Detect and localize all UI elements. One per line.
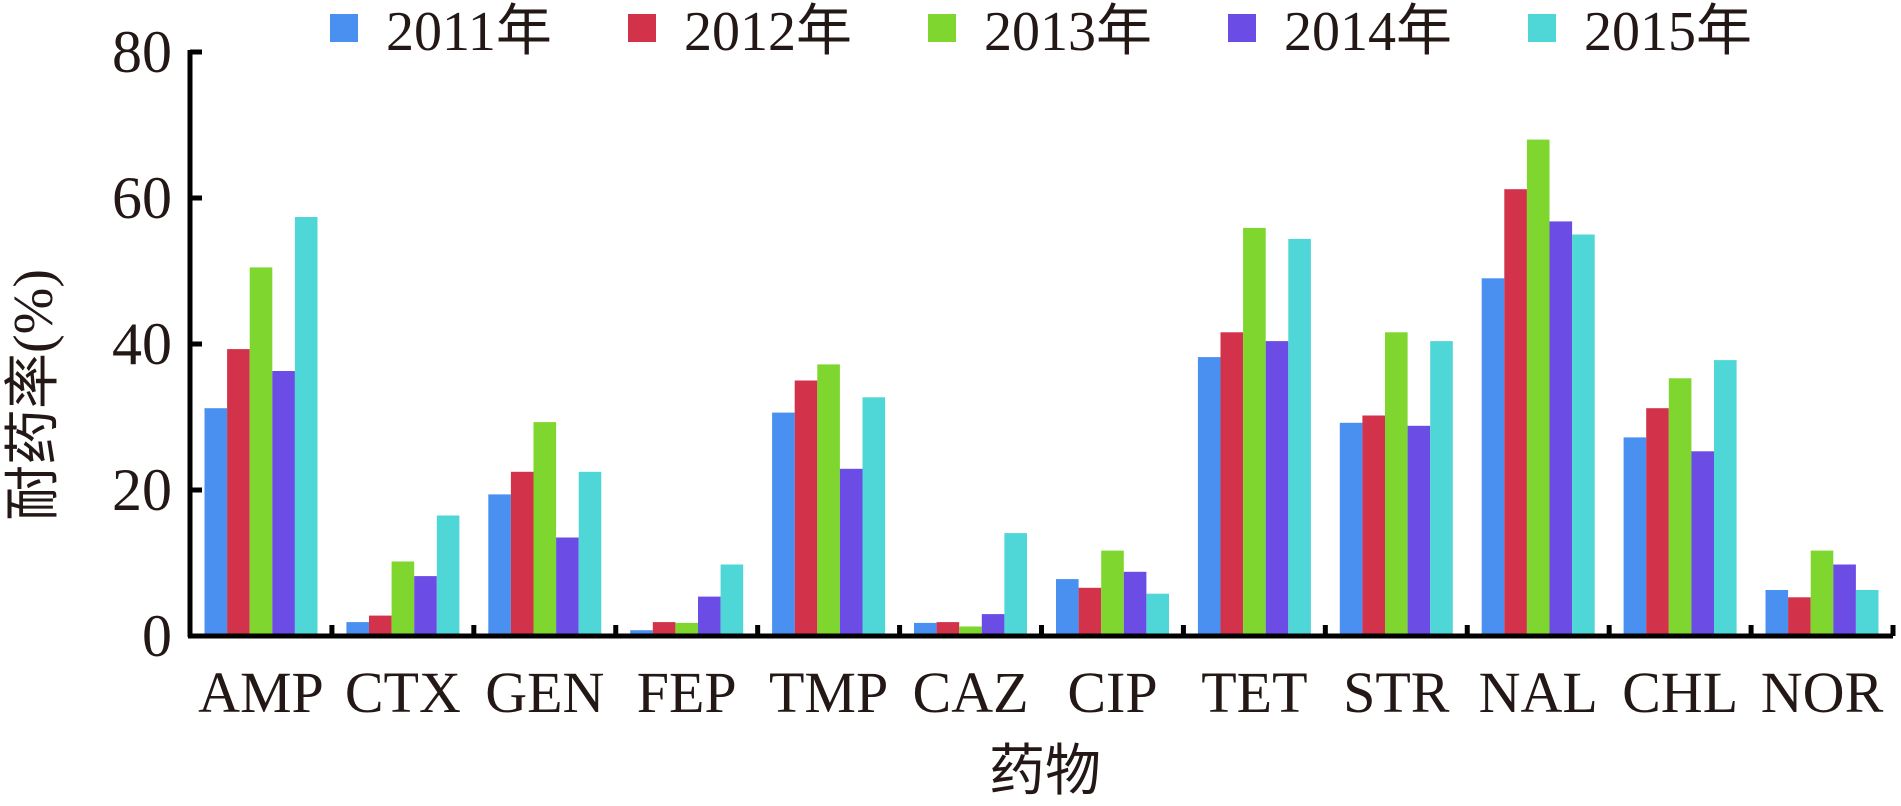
bar-amp-5	[294, 217, 318, 636]
bar-caz-4	[981, 614, 1005, 636]
bar-tet-1	[1197, 357, 1221, 636]
bar-chl-3	[1668, 378, 1692, 636]
bar-gen-5	[578, 471, 602, 637]
bar-str-1	[1339, 422, 1363, 636]
bar-str-2	[1362, 415, 1385, 636]
bar-amp-4	[272, 371, 295, 636]
x-tick-label-amp: AMP	[198, 660, 324, 725]
bar-nal-3	[1526, 139, 1550, 636]
bar-str-4	[1407, 425, 1431, 636]
bar-gen-4	[556, 537, 579, 636]
x-axis-title: 药物	[989, 741, 1101, 801]
bar-fep-2	[652, 622, 676, 636]
legend-label-5: 2015年	[1584, 1, 1752, 63]
y-tick-label: 60	[112, 165, 172, 231]
bar-ctx-1	[346, 622, 369, 636]
y-tick-label: 40	[112, 311, 172, 377]
y-tick-label: 80	[112, 19, 172, 85]
bar-caz-5	[1004, 533, 1027, 636]
y-axis-title: 耐药率(%)	[3, 269, 65, 521]
bar-str-5	[1430, 341, 1453, 636]
legend-label-1: 2011年	[386, 1, 552, 63]
x-tick-label-caz: CAZ	[913, 660, 1029, 725]
bar-caz-1	[914, 622, 937, 636]
bar-cip-4	[1123, 571, 1147, 636]
bar-caz-3	[959, 626, 982, 636]
bar-nal-1	[1481, 278, 1505, 636]
legend-swatch-1	[330, 14, 358, 42]
bar-nor-1	[1765, 590, 1789, 636]
bar-chl-4	[1691, 451, 1714, 636]
bars-group	[204, 139, 1879, 637]
legend: 2011年 2012年 2013年 2014年 2015年	[330, 1, 1752, 63]
x-tick-label-tet: TET	[1201, 660, 1307, 725]
bar-chl-5	[1714, 360, 1737, 636]
legend-label-4: 2014年	[1284, 1, 1452, 63]
bar-tet-5	[1288, 238, 1311, 636]
bar-ctx-2	[369, 615, 392, 636]
x-tick-label-str: STR	[1343, 660, 1450, 725]
legend-swatch-5	[1528, 14, 1556, 42]
bar-fep-5	[720, 564, 744, 636]
bar-tmp-5	[862, 397, 886, 636]
legend-label-3: 2013年	[984, 1, 1152, 63]
bar-nal-2	[1504, 189, 1527, 636]
axes-group: 0 20 40 60 80 AMP CTX GEN FEP TMP CAZ CIP TET STR NAL C…	[112, 19, 1896, 725]
bar-chl-2	[1646, 408, 1669, 636]
bar-cip-3	[1101, 550, 1124, 636]
bar-ctx-3	[391, 561, 415, 636]
bar-gen-1	[488, 494, 511, 636]
bar-nor-3	[1810, 550, 1834, 636]
bar-amp-1	[204, 408, 228, 636]
bar-ctx-5	[436, 515, 460, 636]
x-tick-label-nor: NOR	[1761, 660, 1884, 725]
bar-ctx-4	[414, 576, 437, 636]
bar-chl-1	[1623, 437, 1647, 636]
bar-cip-2	[1078, 587, 1102, 636]
bar-caz-2	[936, 622, 960, 636]
bar-nor-2	[1788, 597, 1811, 636]
bar-nal-5	[1572, 234, 1595, 636]
bar-tet-2	[1220, 332, 1244, 636]
bar-tmp-1	[772, 412, 795, 636]
x-tick-label-fep: FEP	[637, 660, 737, 725]
x-tick-label-cip: CIP	[1067, 660, 1157, 725]
bar-nor-5	[1855, 590, 1879, 636]
bar-tmp-2	[794, 380, 818, 636]
bar-cip-1	[1056, 579, 1079, 636]
bar-fep-1	[630, 630, 653, 636]
bar-tmp-4	[839, 468, 863, 636]
legend-swatch-2	[628, 14, 656, 42]
x-tick-label-ctx: CTX	[345, 660, 461, 725]
bar-cip-5	[1146, 593, 1169, 636]
x-tick-label-chl: CHL	[1622, 660, 1738, 725]
bar-gen-3	[533, 422, 557, 636]
bar-nor-4	[1833, 564, 1856, 636]
y-tick-label: 20	[112, 457, 172, 523]
bar-tet-4	[1265, 341, 1289, 636]
bar-fep-4	[698, 596, 721, 636]
y-tick-label: 0	[142, 603, 172, 669]
bar-str-3	[1385, 332, 1408, 636]
bar-tmp-3	[817, 364, 840, 636]
legend-swatch-3	[928, 14, 956, 42]
bar-amp-2	[227, 349, 250, 636]
bar-fep-3	[675, 622, 698, 636]
x-tick-label-tmp: TMP	[769, 660, 888, 725]
legend-label-2: 2012年	[684, 1, 852, 63]
x-tick-label-gen: GEN	[485, 660, 604, 725]
bar-gen-2	[510, 471, 534, 637]
bar-amp-3	[249, 267, 273, 636]
x-tick-label-nal: NAL	[1479, 660, 1598, 725]
bar-tet-3	[1243, 227, 1266, 636]
legend-swatch-4	[1228, 14, 1256, 42]
bar-nal-4	[1549, 221, 1573, 636]
